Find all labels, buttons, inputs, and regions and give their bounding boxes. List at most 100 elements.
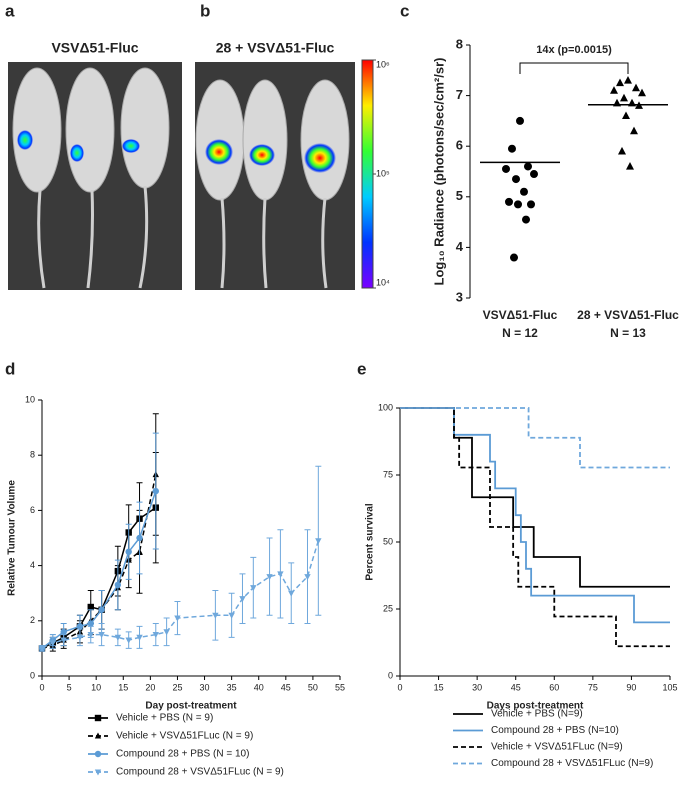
x-tick-label: 40 — [254, 682, 264, 692]
panel-label: d — [5, 359, 15, 378]
marker — [527, 200, 535, 209]
marker — [618, 146, 626, 155]
legend-marker — [94, 714, 102, 722]
y-tick-label: 8 — [456, 36, 463, 51]
mice-image-a — [8, 62, 182, 290]
x-tick-label: 20 — [145, 682, 155, 692]
marker — [174, 615, 181, 622]
colorbar — [361, 59, 374, 289]
legend-marker — [94, 732, 102, 739]
marker — [152, 632, 159, 639]
legend-label: Vehicle + VSVΔ51FLuc (N=9) — [491, 742, 623, 753]
marker — [49, 640, 57, 647]
y-tick-label: 4 — [30, 560, 35, 570]
x-axis-label: Days post-treatment — [487, 701, 584, 712]
bracket — [519, 62, 629, 74]
marker — [136, 634, 143, 641]
marker — [125, 548, 132, 555]
marker — [76, 623, 84, 630]
panel-label: c — [400, 1, 409, 20]
marker — [239, 596, 246, 603]
marker — [508, 144, 516, 153]
marker — [315, 538, 322, 545]
x-tick-note: N = 12 — [502, 326, 538, 340]
y-tick-label: 6 — [456, 138, 463, 153]
marker — [87, 620, 94, 627]
x-tick-label: 90 — [626, 682, 636, 692]
marker — [250, 585, 257, 592]
marker — [522, 215, 530, 224]
x-tick-label: 15 — [434, 682, 444, 692]
panel-label: a — [5, 1, 15, 20]
x-tick-label: 60 — [549, 682, 559, 692]
y-tick-label: 3 — [456, 289, 463, 304]
legend-label: Compound 28 + PBS (N=10) — [491, 725, 619, 736]
x-tick-label: 0 — [39, 682, 44, 692]
panel-label: e — [357, 359, 366, 378]
marker — [530, 170, 538, 179]
x-tick-label: 50 — [308, 682, 318, 692]
y-tick-label: 0 — [30, 670, 35, 680]
y-tick-label: 0 — [388, 670, 393, 680]
marker — [266, 574, 273, 581]
series-line — [400, 407, 670, 648]
marker — [228, 612, 235, 619]
x-tick-label: 35 — [227, 682, 237, 692]
image-title: VSVΔ51-Fluc — [51, 40, 138, 56]
legend-label: Vehicle + PBS (N=9) — [491, 709, 583, 720]
y-axis-label: Percent survival — [365, 503, 376, 580]
marker — [60, 628, 67, 636]
marker — [524, 162, 532, 171]
panel-label: b — [200, 1, 210, 20]
marker — [125, 637, 132, 644]
legend-label: Compound 28 + VSVΔ51FLuc (N = 9) — [116, 767, 284, 778]
x-tick-label: VSVΔ51-Fluc — [483, 308, 558, 322]
marker — [613, 98, 621, 107]
y-axis-label: Relative Tumour Volume — [7, 480, 18, 596]
x-tick-label: 0 — [397, 682, 402, 692]
x-tick-label: 25 — [172, 682, 182, 692]
marker — [98, 606, 105, 613]
marker — [114, 581, 122, 589]
y-tick-label: 6 — [30, 505, 35, 515]
y-tick-label: 100 — [378, 402, 393, 412]
marker — [212, 612, 219, 619]
x-tick-label: 55 — [335, 682, 345, 692]
marker — [626, 162, 634, 170]
marker — [60, 637, 67, 644]
marker — [512, 175, 520, 184]
marker — [87, 632, 94, 639]
y-tick-label: 7 — [456, 87, 463, 102]
series-line — [41, 540, 320, 650]
marker — [136, 534, 143, 542]
y-tick-label: 2 — [30, 615, 35, 625]
marker — [76, 634, 84, 641]
marker — [152, 487, 159, 495]
marker — [304, 574, 311, 581]
series-line — [400, 407, 670, 624]
x-tick-label: 28 + VSVΔ51-Fluc — [577, 308, 679, 322]
y-tick-label: 5 — [456, 188, 463, 203]
annotation: 14x (p=0.0015) — [536, 44, 612, 56]
marker — [288, 590, 295, 597]
image-title: 28 + VSVΔ51-Fluc — [216, 40, 335, 56]
y-tick-label: 4 — [456, 239, 464, 254]
marker — [505, 197, 513, 206]
legend-label: Compound 28 + PBS (N = 10) — [116, 749, 249, 760]
x-tick-label: 45 — [511, 682, 521, 692]
marker — [635, 101, 643, 109]
marker — [622, 111, 630, 120]
x-tick-label: 45 — [281, 682, 291, 692]
colorbar-tick-label: 10⁴ — [376, 277, 390, 287]
series-line — [41, 490, 157, 649]
x-tick-label: 10 — [91, 682, 101, 692]
x-tick-label: 30 — [200, 682, 210, 692]
marker — [638, 88, 646, 97]
x-tick-note: N = 13 — [610, 326, 646, 340]
marker — [277, 571, 284, 578]
colorbar-tick-label: 10⁵ — [376, 168, 390, 178]
marker — [163, 629, 170, 636]
marker — [514, 200, 522, 209]
y-tick-label: 10 — [25, 394, 35, 404]
legend-label: Compound 28 + VSVΔ51FLuc (N=9) — [491, 758, 653, 769]
